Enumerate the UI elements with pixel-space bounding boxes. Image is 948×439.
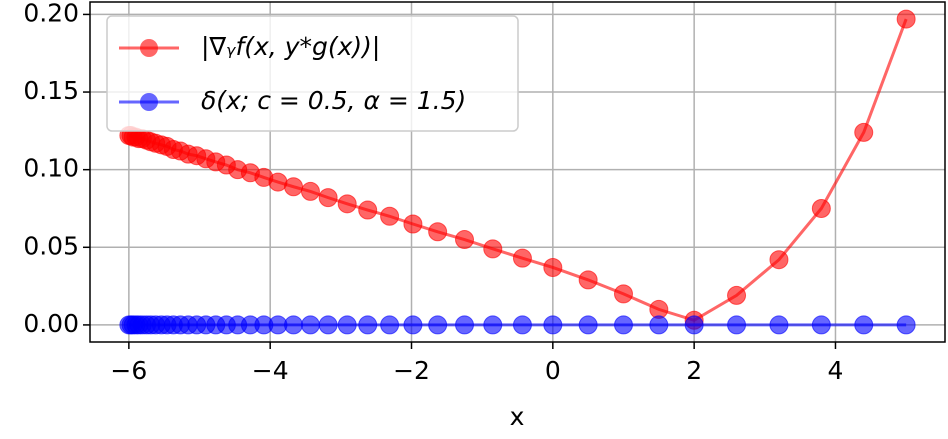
data-point	[896, 9, 916, 29]
data-point	[428, 315, 448, 335]
data-point	[428, 222, 448, 242]
legend-box	[106, 15, 519, 132]
legend-label: δ(x; c = 0.5, α = 1.5)	[201, 86, 466, 115]
y-tick-label: 0.15	[23, 76, 79, 105]
data-point	[811, 198, 831, 218]
x-tick-label: 0	[545, 356, 561, 385]
data-point	[284, 177, 304, 197]
data-point	[284, 315, 304, 335]
x-tick-label: −2	[393, 356, 430, 385]
data-point	[769, 315, 789, 335]
legend-marker	[140, 39, 158, 57]
data-point	[380, 315, 400, 335]
x-tick-label: −6	[110, 356, 147, 385]
data-point	[337, 194, 357, 214]
data-point	[854, 315, 874, 335]
data-point	[358, 200, 378, 220]
data-point	[455, 315, 475, 335]
y-tick-label: 0.05	[23, 231, 79, 260]
x-tick-label: −4	[252, 356, 289, 385]
data-point	[455, 230, 475, 250]
x-axis-label: x	[510, 402, 525, 431]
data-point	[727, 315, 747, 335]
data-point	[769, 250, 789, 270]
y-tick-label: 0.20	[23, 0, 79, 27]
data-point	[613, 315, 633, 335]
data-point	[578, 315, 598, 335]
data-point	[318, 188, 338, 208]
data-point	[613, 284, 633, 304]
data-point	[896, 315, 916, 335]
data-point	[543, 315, 563, 335]
data-point	[483, 315, 503, 335]
data-point	[512, 315, 532, 335]
legend-label: |∇ᵧf(x, y*g(x))|	[201, 32, 380, 61]
data-point	[380, 206, 400, 226]
data-point	[403, 315, 423, 335]
data-point	[684, 315, 704, 335]
data-point	[543, 257, 563, 277]
data-point	[300, 315, 320, 335]
data-point	[649, 315, 669, 335]
legend-marker	[140, 93, 158, 111]
y-tick-label: 0.00	[23, 309, 79, 338]
x-tick-label: 2	[686, 356, 702, 385]
data-point	[337, 315, 357, 335]
data-point	[483, 239, 503, 259]
data-point	[578, 270, 598, 290]
data-point	[300, 181, 320, 201]
data-point	[854, 122, 874, 142]
data-point	[318, 315, 338, 335]
legend: |∇ᵧf(x, y*g(x))| δ(x; c = 0.5, α = 1.5)	[106, 15, 519, 132]
data-point	[727, 285, 747, 305]
x-tick-label: 4	[828, 356, 844, 385]
data-point	[403, 214, 423, 234]
plot-frame	[89, 1, 946, 343]
y-tick-label: 0.10	[23, 154, 79, 183]
data-point	[811, 315, 831, 335]
data-point	[358, 315, 378, 335]
data-point	[512, 248, 532, 268]
